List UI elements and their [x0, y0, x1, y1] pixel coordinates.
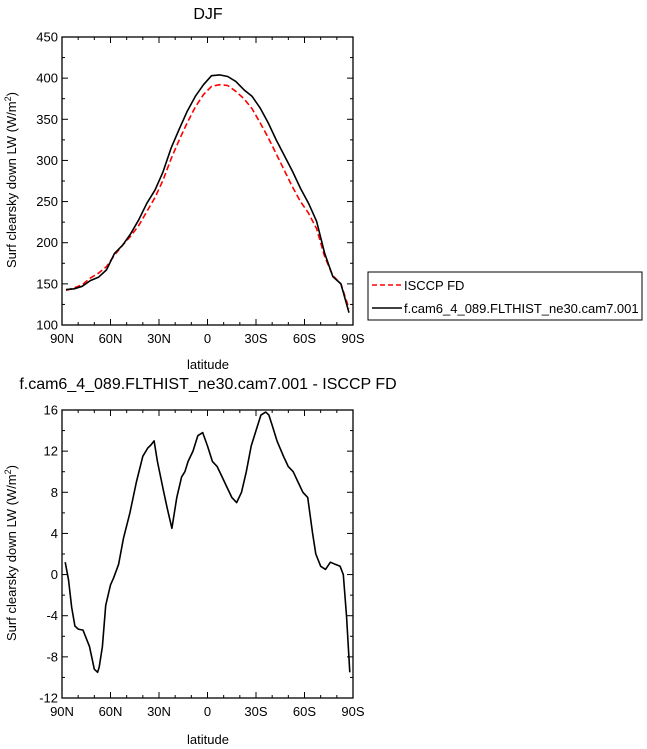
- top-y-tick-label: 350: [36, 112, 58, 127]
- bottom-y-tick-label: -8: [46, 649, 58, 664]
- bottom-ylabel-tail: ): [4, 465, 19, 469]
- top-x-tick-label: 90S: [341, 331, 364, 346]
- top-x-tick-label: 60S: [293, 331, 316, 346]
- top-y-tick-label: 250: [36, 194, 58, 209]
- legend-box: [367, 271, 643, 321]
- legend: ISCCP FD f.cam6_4_089.FLTHIST_ne30.cam7.…: [367, 271, 643, 321]
- bottom-x-tick-label: 90N: [50, 704, 74, 719]
- bottom-y-tick-label: -12: [39, 691, 58, 706]
- top-ylabel-tail: ): [4, 92, 19, 96]
- top-x-tick-label: 90N: [50, 331, 74, 346]
- bottom-ylabel-sup: 2: [3, 469, 13, 474]
- top-panel: DJF 90N 60N 30N 0 30S 60S 90S 100 150 200 250 300 35…: [3, 6, 643, 372]
- bottom-x-tick-label: 60N: [99, 704, 123, 719]
- bottom-series-line-0: [64, 411, 351, 674]
- bottom-y-tick-label: -4: [46, 608, 58, 623]
- bottom-xlabel: latitude: [187, 732, 229, 747]
- bottom-ylabel-main: Surf clearsky down LW (W/m: [4, 474, 19, 641]
- bottom-x-tick-label: 30N: [147, 704, 171, 719]
- top-panel-title: DJF: [193, 6, 223, 23]
- top-y-tick-label: 100: [36, 318, 58, 333]
- bottom-y-tick-label: 8: [51, 485, 58, 500]
- bottom-x-tick-label: 60S: [293, 704, 316, 719]
- top-y-tick-label: 450: [36, 30, 58, 45]
- top-series-line-0: [65, 83, 350, 309]
- top-series-line-1: [65, 74, 350, 313]
- bottom-x-tick-label: 90S: [341, 704, 364, 719]
- bottom-y-tick-label: 4: [51, 526, 58, 541]
- top-x-tick-label: 60N: [99, 331, 123, 346]
- bottom-y-tick-label: 16: [44, 403, 58, 418]
- top-y-tick-label: 200: [36, 235, 58, 250]
- top-ylabel-sup: 2: [3, 96, 13, 101]
- top-plot-area: 90N 60N 30N 0 30S 60S 90S 100 150 200 250 300 350 400…: [36, 30, 365, 347]
- bottom-y-tick-label: 12: [44, 444, 58, 459]
- legend-label-model: f.cam6_4_089.FLTHIST_ne30.cam7.001: [404, 301, 639, 316]
- top-x-tick-label: 30N: [147, 331, 171, 346]
- bottom-panel: f.cam6_4_089.FLTHIST_ne30.cam7.001 - ISC…: [3, 376, 397, 747]
- top-y-tick-label: 300: [36, 153, 58, 168]
- top-y-tick-label: 400: [36, 71, 58, 86]
- bottom-ylabel: Surf clearsky down LW (W/m2): [3, 465, 19, 641]
- top-x-tick-label: 0: [204, 331, 211, 346]
- top-xlabel: latitude: [187, 357, 229, 372]
- bottom-plot-frame: [61, 409, 354, 699]
- bottom-plot-area: 90N 60N 30N 0 30S 60S 90S -12 -8 -4 0 4 8 12 16: [39, 403, 365, 720]
- top-ylabel-main: Surf clearsky down LW (W/m: [4, 101, 19, 268]
- top-ylabel: Surf clearsky down LW (W/m2): [3, 92, 19, 268]
- top-x-tick-label: 30S: [244, 331, 267, 346]
- bottom-y-tick-label: 0: [51, 567, 58, 582]
- bottom-x-tick-label: 0: [204, 704, 211, 719]
- bottom-panel-title: f.cam6_4_089.FLTHIST_ne30.cam7.001 - ISC…: [19, 376, 396, 393]
- bottom-x-tick-label: 30S: [244, 704, 267, 719]
- top-y-tick-label: 150: [36, 276, 58, 291]
- legend-label-isccp: ISCCP FD: [404, 278, 464, 293]
